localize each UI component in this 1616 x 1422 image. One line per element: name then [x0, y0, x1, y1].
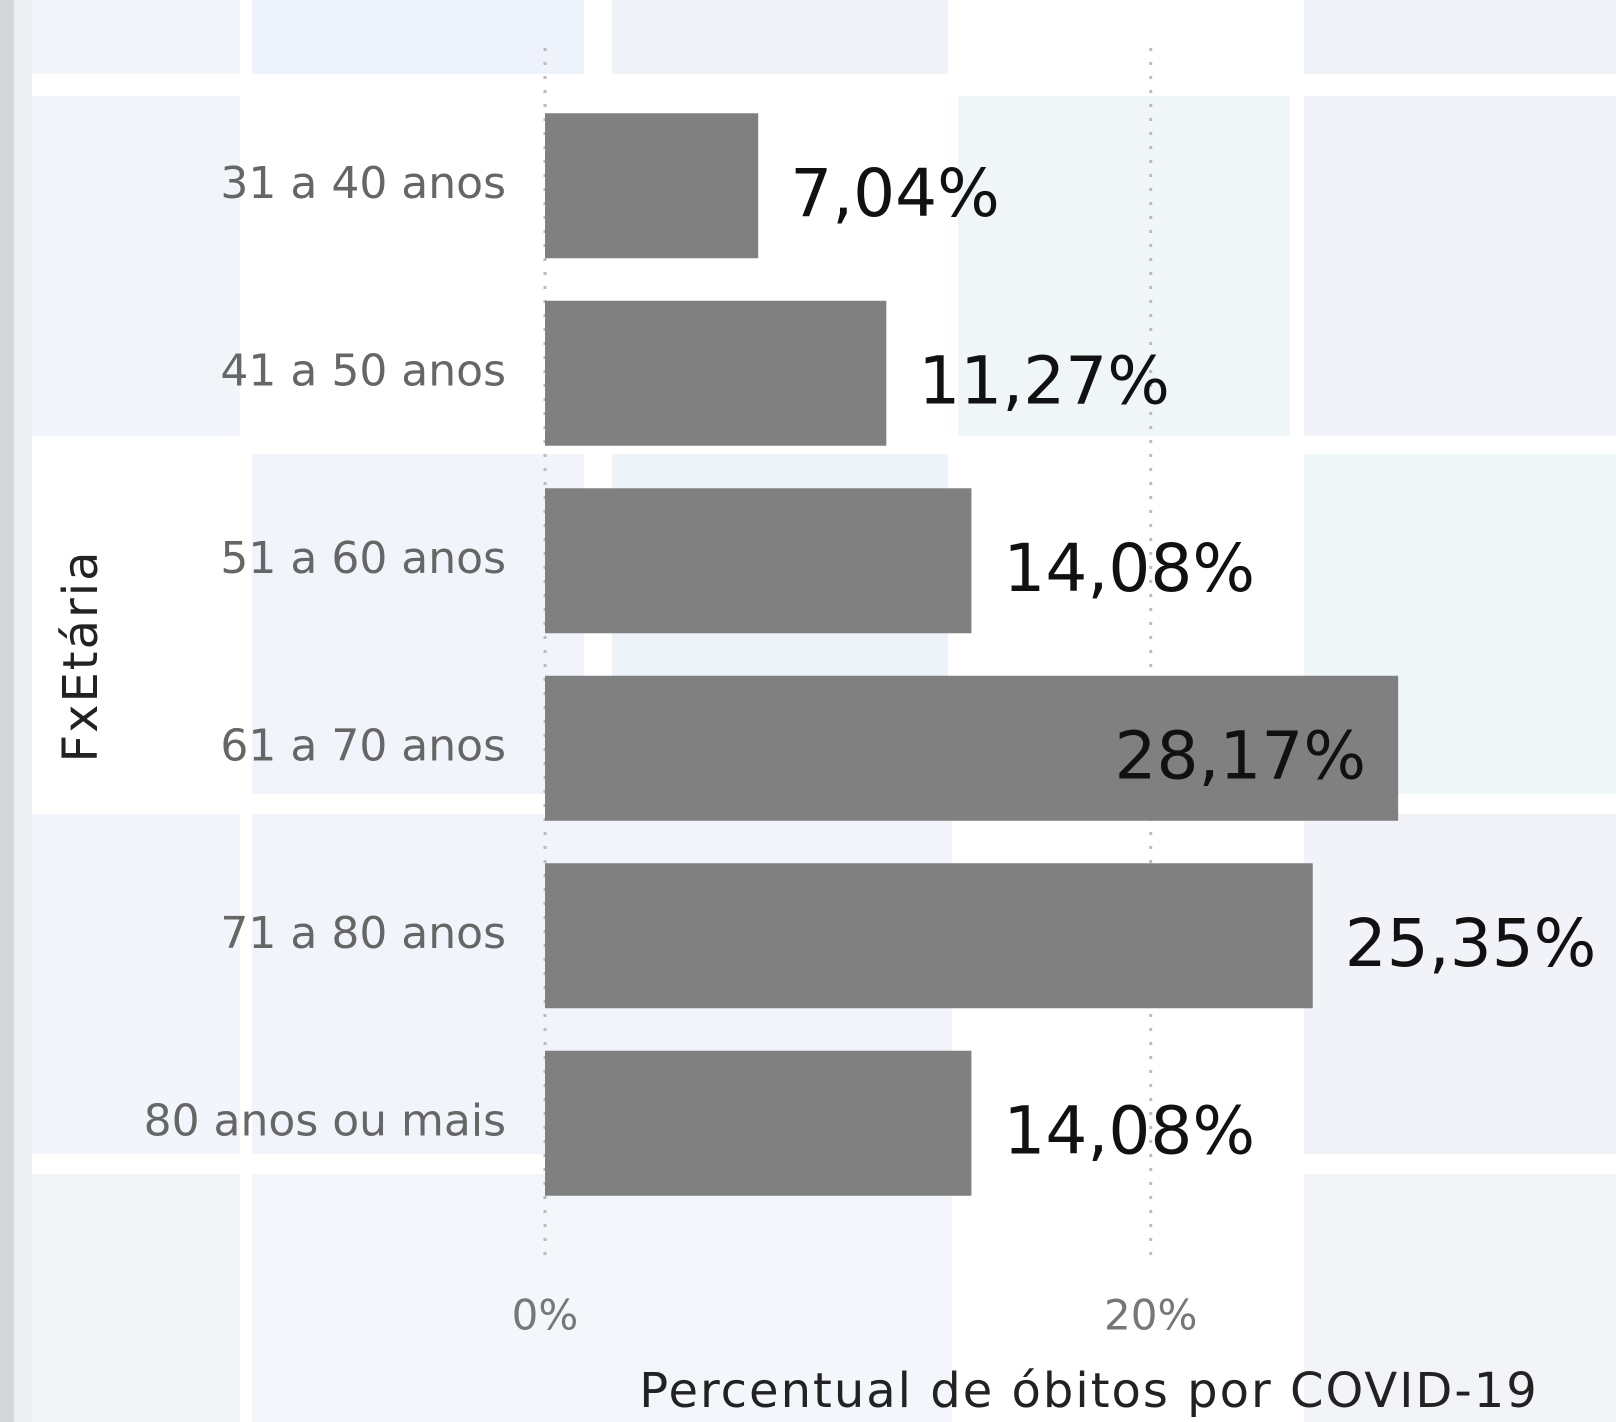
data-label: 14,08%	[1003, 530, 1255, 607]
data-label: 7,04%	[790, 155, 1000, 232]
x-axis-title: Percentual de óbitos por COVID-19	[639, 1363, 1539, 1419]
data-label: 25,35%	[1345, 905, 1597, 982]
y-tick-label: 51 a 60 anos	[220, 533, 506, 584]
bar	[545, 113, 759, 259]
panel	[1304, 96, 1616, 436]
panel	[32, 1174, 240, 1422]
panel	[612, 0, 948, 74]
data-label: 11,27%	[918, 342, 1170, 419]
left-strip	[0, 0, 14, 1422]
y-tick-label: 71 a 80 anos	[220, 908, 506, 959]
x-tick-label: 0%	[512, 1291, 579, 1340]
left-strip	[14, 0, 32, 1422]
panel	[958, 96, 1290, 436]
panel	[1304, 0, 1616, 74]
panel	[252, 454, 584, 794]
y-tick-label: 31 a 40 anos	[220, 158, 506, 209]
bar	[545, 300, 887, 446]
bar	[545, 675, 1399, 821]
y-axis-title: FxEtária	[53, 549, 109, 762]
panel	[252, 1174, 952, 1422]
bar	[545, 1050, 972, 1196]
y-tick-label: 80 anos ou mais	[144, 1095, 506, 1146]
panel	[32, 814, 240, 1154]
bar	[545, 488, 972, 634]
data-label: 14,08%	[1003, 1092, 1255, 1169]
y-tick-label: 41 a 50 anos	[220, 345, 506, 396]
panel	[1304, 1174, 1616, 1422]
panel	[32, 96, 240, 436]
y-tick-label: 61 a 70 anos	[220, 720, 506, 771]
bar	[545, 863, 1313, 1009]
x-tick-label: 20%	[1104, 1291, 1197, 1340]
data-label: 28,17%	[1114, 717, 1366, 794]
panel	[1304, 814, 1616, 1154]
panel	[32, 0, 240, 74]
panel	[252, 0, 584, 74]
